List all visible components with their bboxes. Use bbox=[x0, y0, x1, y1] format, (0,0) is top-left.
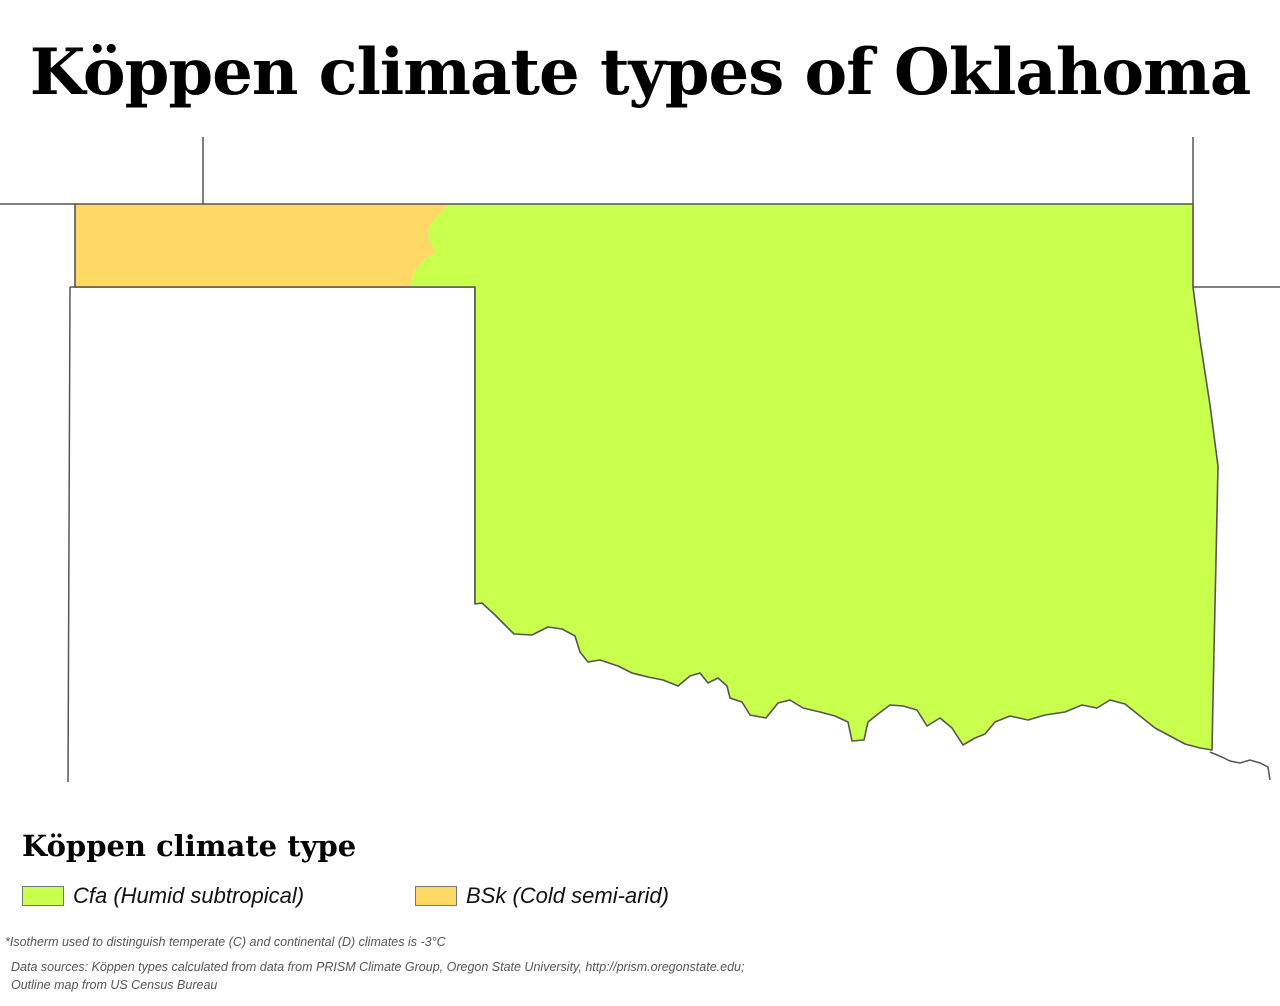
oklahoma-outline bbox=[74, 203, 1219, 751]
legend-item-bsk: BSk (Cold semi-arid) bbox=[415, 882, 669, 910]
data-sources-line-2: Outline map from US Census Bureau bbox=[11, 978, 218, 992]
legend-swatch-cfa bbox=[22, 886, 64, 906]
legend-label-cfa: Cfa (Humid subtropical) bbox=[73, 883, 305, 908]
new-mexico-texas-border bbox=[67, 286, 71, 783]
data-sources: Data sources: Köppen types calculated fr… bbox=[11, 958, 744, 994]
legend-title: Köppen climate type bbox=[22, 829, 357, 863]
region-cfa bbox=[410, 204, 1218, 750]
legend-swatch-bsk bbox=[415, 886, 457, 906]
data-sources-line-1: Data sources: Köppen types calculated fr… bbox=[11, 960, 745, 974]
map-title: Köppen climate types of Oklahoma bbox=[29, 35, 1252, 110]
legend-item-cfa: Cfa (Humid subtropical) bbox=[22, 882, 304, 910]
isotherm-footnote: *Isotherm used to distinguish temperate … bbox=[5, 935, 446, 949]
red-river-east-border bbox=[1209, 751, 1271, 781]
legend-label-bsk: BSk (Cold semi-arid) bbox=[466, 883, 669, 908]
texas-panhandle-border bbox=[70, 286, 476, 604]
region-bsk bbox=[75, 204, 448, 287]
